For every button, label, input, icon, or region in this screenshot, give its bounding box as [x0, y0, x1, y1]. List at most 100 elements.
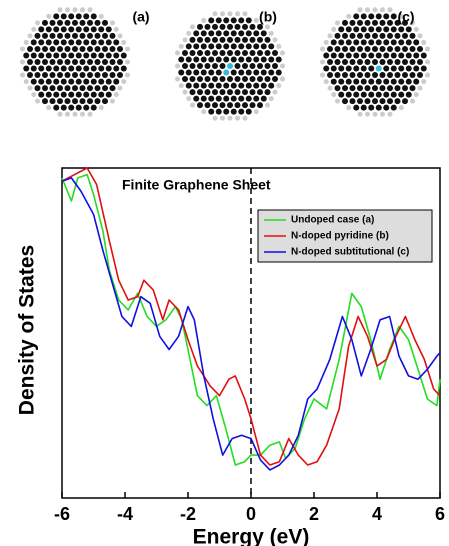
carbon-atom: [257, 76, 263, 83]
carbon-atom: [204, 102, 211, 109]
carbon-atom: [68, 39, 75, 46]
carbon-atom: [212, 49, 218, 56]
hydrogen-atom: [357, 7, 363, 13]
hydrogen-atom: [280, 63, 285, 69]
hydrogen-atom: [280, 76, 285, 82]
carbon-atom: [357, 32, 363, 39]
carbon-atom: [353, 52, 360, 59]
carbon-atom: [364, 19, 371, 26]
carbon-atom: [234, 76, 241, 83]
carbon-atom: [342, 45, 348, 52]
carbon-atom: [223, 17, 230, 24]
carbon-atom: [230, 95, 237, 102]
carbon-atom: [245, 43, 252, 50]
carbon-atom: [402, 32, 408, 39]
carbon-atom: [64, 32, 71, 39]
carbon-atom: [197, 102, 203, 109]
carbon-atom: [253, 69, 260, 76]
carbon-atom: [98, 78, 105, 85]
carbon-atom: [245, 30, 252, 37]
carbon-atom: [387, 59, 393, 65]
hydrogen-atom: [398, 105, 404, 111]
carbon-atom: [260, 82, 267, 89]
carbon-atom: [234, 23, 241, 30]
carbon-atom: [364, 72, 371, 79]
carbon-atom: [368, 78, 375, 85]
hydrogen-atom: [117, 33, 123, 39]
carbon-atom: [79, 59, 86, 65]
carbon-atom: [64, 85, 71, 92]
carbon-atom: [334, 32, 341, 39]
hydrogen-atom: [20, 46, 25, 52]
carbon-atom: [390, 13, 397, 20]
carbon-atom: [245, 56, 252, 63]
carbon-atom: [234, 89, 241, 96]
carbon-atom: [353, 13, 360, 20]
carbon-atom: [27, 45, 33, 52]
carbon-atom: [57, 19, 63, 26]
carbon-atom: [212, 36, 218, 43]
carbon-atom: [185, 82, 192, 89]
carbon-atom: [23, 52, 30, 59]
carbon-atom: [342, 32, 348, 39]
carbon-atom: [394, 19, 401, 26]
carbon-atom: [345, 91, 352, 98]
carbon-atom: [223, 108, 230, 115]
carbon-atom: [375, 91, 382, 98]
hydrogen-atom: [387, 7, 393, 13]
hydrogen-atom: [87, 111, 93, 117]
carbon-atom: [94, 19, 101, 26]
carbon-atom: [90, 52, 97, 59]
carbon-atom: [200, 69, 207, 76]
hydrogen-atom: [346, 13, 352, 19]
carbon-atom: [45, 91, 52, 98]
carbon-atom: [200, 30, 207, 37]
hydrogen-atom: [121, 79, 127, 85]
carbon-atom: [102, 72, 108, 79]
panel-label: (a): [132, 9, 149, 25]
carbon-atom: [353, 26, 360, 33]
carbon-atom: [42, 98, 48, 105]
carbon-atom: [360, 91, 367, 98]
carbon-atom: [360, 39, 367, 46]
carbon-atom: [257, 89, 263, 96]
carbon-atom: [342, 72, 348, 79]
carbon-atom: [234, 36, 241, 43]
carbon-atom: [360, 104, 367, 111]
carbon-atom: [68, 13, 75, 20]
carbon-atom: [405, 26, 412, 33]
hydrogen-atom: [65, 111, 70, 117]
carbon-atom: [105, 78, 112, 85]
carbon-atom: [353, 65, 360, 72]
carbon-atom: [90, 13, 97, 20]
carbon-atom: [102, 59, 108, 65]
hydrogen-atom: [265, 24, 270, 30]
carbon-atom: [349, 19, 356, 26]
carbon-atom: [197, 89, 203, 96]
carbon-atom: [253, 30, 260, 37]
carbon-atom: [230, 108, 237, 115]
carbon-atom: [90, 104, 97, 111]
carbon-atom: [402, 45, 408, 52]
carbon-atom: [398, 26, 405, 33]
carbon-atom: [402, 19, 408, 26]
carbon-atom: [68, 26, 75, 33]
carbon-atom: [208, 43, 215, 50]
carbon-atom: [330, 52, 337, 59]
carbon-atom: [57, 85, 63, 92]
carbon-atom: [87, 85, 93, 92]
carbon-atom: [420, 52, 427, 59]
carbon-atom: [53, 39, 60, 46]
x-tick-label: 0: [246, 504, 256, 524]
carbon-atom: [330, 39, 337, 46]
carbon-atom: [417, 45, 423, 52]
carbon-atom: [375, 13, 382, 20]
carbon-atom: [264, 89, 271, 96]
carbon-atom: [72, 32, 78, 39]
carbon-atom: [182, 76, 188, 83]
carbon-atom: [185, 56, 192, 63]
hydrogen-atom: [357, 111, 363, 117]
hydrogen-atom: [117, 85, 123, 91]
x-tick-label: 2: [309, 504, 319, 524]
hydrogen-atom: [178, 43, 184, 49]
